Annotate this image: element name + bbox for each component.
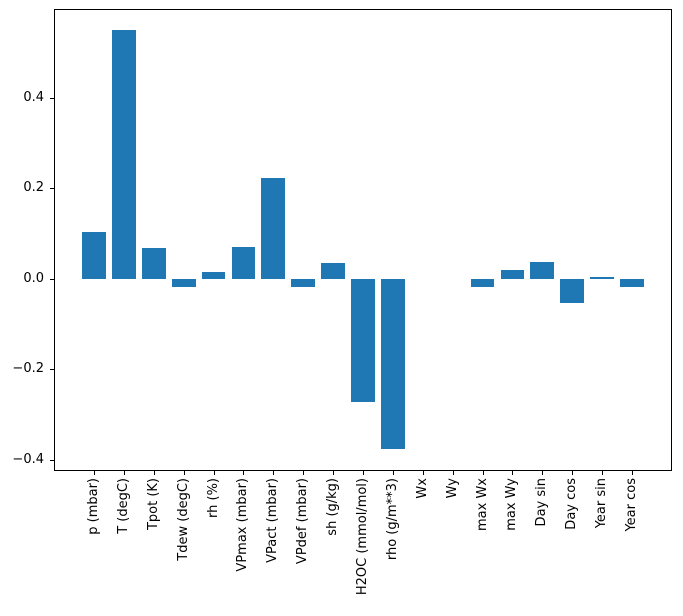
bar-sh-g-kg [321, 263, 346, 279]
y-tick-label-m0-4: −0.4 [12, 452, 44, 467]
x-tick-label-rh: rh (%) [206, 478, 221, 518]
x-tick-label-sh-g-kg: sh (g/kg) [325, 478, 340, 536]
bar-year-cos [620, 278, 644, 288]
x-tick-label-year-sin: Year sin [594, 478, 609, 529]
x-tick-label-p-mbar: p (mbar) [86, 478, 101, 535]
x-tick-label-day-sin: Day sin [534, 478, 549, 527]
x-tick-label-vpdef-mbar: VPdef (mbar) [295, 478, 310, 565]
bar-rh [201, 272, 226, 279]
y-tick-mark [50, 188, 54, 189]
x-tick-label-max-wy: max Wy [504, 478, 519, 531]
x-tick-mark [423, 471, 424, 475]
y-tick-mark [50, 369, 54, 370]
x-tick-mark [393, 471, 394, 475]
x-tick-mark [154, 471, 155, 475]
x-tick-mark [184, 471, 185, 475]
x-tick-label-vpmax-mbar: VPmax (mbar) [235, 478, 250, 572]
x-tick-label-vpact-mbar: VPact (mbar) [265, 478, 280, 563]
y-tick-label-0: 0.0 [23, 271, 44, 286]
x-tick-mark [572, 471, 573, 475]
x-tick-mark [602, 471, 603, 475]
bar-vpdef-mbar [291, 278, 316, 288]
x-tick-mark [632, 471, 633, 475]
bar-tpot-k [141, 248, 166, 279]
bar-max-wx [470, 278, 495, 288]
x-tick-mark [273, 471, 274, 475]
bar-vpact-mbar [261, 177, 286, 279]
y-tick-mark [50, 279, 54, 280]
x-tick-mark [214, 471, 215, 475]
x-tick-label-wy: Wy [445, 478, 460, 499]
y-tick-mark [50, 98, 54, 99]
bar-h2oc-mmol-mol [351, 278, 375, 402]
y-tick-label-m0-2: −0.2 [12, 361, 44, 376]
x-tick-mark [483, 471, 484, 475]
bar-max-wy [500, 269, 525, 279]
bar-p-mbar [82, 232, 106, 279]
x-tick-mark [124, 471, 125, 475]
x-tick-mark [363, 471, 364, 475]
y-tick-label-0m2: 0.2 [23, 180, 44, 195]
x-tick-mark [303, 471, 304, 475]
bar-day-sin [530, 262, 555, 279]
x-tick-label-tdew-degc: Tdew (degC) [176, 478, 191, 561]
bar-year-sin [590, 276, 614, 279]
bar-rho-g-m-3 [380, 278, 405, 449]
bar-vpmax-mbar [231, 246, 256, 279]
bar-tdew-degc [171, 278, 196, 287]
x-tick-mark [243, 471, 244, 475]
x-tick-mark [333, 471, 334, 475]
x-tick-label-wx: Wx [415, 478, 430, 499]
x-tick-label-h2oc-mmol-mol: H2OC (mmol/mol) [355, 478, 370, 596]
y-tick-label-0m4: 0.4 [23, 90, 44, 105]
x-tick-label-year-cos: Year cos [624, 478, 639, 532]
x-tick-label-day-cos: Day cos [564, 478, 579, 530]
x-tick-mark [453, 471, 454, 475]
x-tick-label-rho-g-m-3: rho (g/m**3) [385, 478, 400, 561]
y-tick-mark [50, 460, 54, 461]
x-tick-mark [512, 471, 513, 475]
x-tick-mark [94, 471, 95, 475]
x-tick-mark [542, 471, 543, 475]
x-tick-label-tpot-k: Tpot (K) [146, 478, 161, 531]
plot-area [54, 9, 672, 471]
x-tick-label-max-wx: max Wx [475, 478, 490, 532]
bar-t-degc [112, 29, 136, 279]
bar-day-cos [560, 278, 585, 304]
x-tick-label-t-degc: T (degC) [116, 478, 131, 534]
